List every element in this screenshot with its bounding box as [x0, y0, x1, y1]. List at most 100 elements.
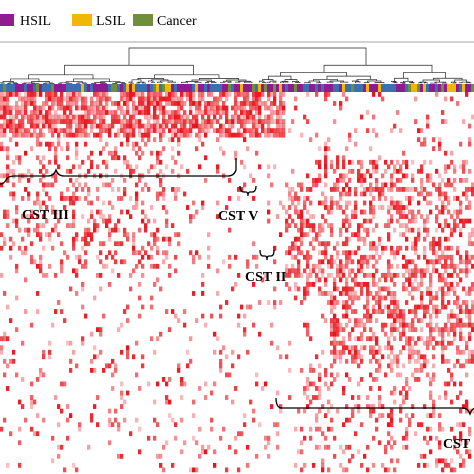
sample-bar-cell: [171, 84, 175, 92]
heatmap-cell: [303, 200, 307, 206]
heatmap-cell: [90, 331, 94, 337]
heatmap-cell: [321, 467, 325, 473]
heatmap-cell: [285, 209, 289, 215]
heatmap-cell: [384, 467, 388, 473]
heatmap-cell: [429, 313, 433, 319]
heatmap-cell: [306, 254, 310, 260]
heatmap-cell: [225, 467, 229, 473]
heatmap-cell: [69, 196, 73, 201]
heatmap-cell: [210, 313, 214, 319]
heatmap-cell: [444, 168, 448, 174]
heatmap-cell: [399, 322, 403, 328]
heatmap-cell: [51, 105, 55, 111]
heatmap-cell: [306, 196, 310, 201]
heatmap-cell: [228, 372, 232, 378]
heatmap-cell: [15, 218, 19, 224]
heatmap-cell: [381, 191, 385, 197]
heatmap-cell: [390, 408, 394, 414]
heatmap-cell: [444, 164, 448, 170]
heatmap-cell: [339, 462, 343, 468]
heatmap-cell: [219, 358, 223, 364]
heatmap-cell: [39, 159, 43, 165]
heatmap-cell: [114, 367, 118, 373]
heatmap-cell: [444, 196, 448, 201]
heatmap-cell: [39, 268, 43, 274]
heatmap-cell: [156, 119, 160, 124]
heatmap-cell: [297, 408, 301, 414]
heatmap-cell: [18, 227, 22, 233]
heatmap-cell: [465, 92, 469, 97]
heatmap-cell: [327, 205, 331, 210]
heatmap-cell: [201, 110, 205, 115]
heatmap-cell: [357, 245, 361, 251]
heatmap-cell: [462, 159, 466, 165]
heatmap-cell: [390, 295, 394, 301]
heatmap-cell: [132, 250, 136, 256]
heatmap-cell: [237, 431, 241, 437]
heatmap-cell: [192, 101, 196, 106]
heatmap-cell: [357, 177, 361, 183]
heatmap-cell: [126, 96, 130, 102]
heatmap-cell: [15, 92, 19, 97]
heatmap-cell: [315, 232, 319, 238]
heatmap-cell: [219, 435, 223, 441]
heatmap-cell: [237, 101, 241, 106]
heatmap-cell: [276, 119, 280, 124]
heatmap-cell: [324, 200, 328, 206]
heatmap-cell: [270, 132, 274, 138]
heatmap-cell: [93, 92, 97, 97]
heatmap-cell: [255, 123, 259, 129]
heatmap-cell: [426, 322, 430, 328]
heatmap-cell: [258, 114, 262, 120]
heatmap-cell: [87, 218, 91, 224]
heatmap-cell: [447, 245, 451, 251]
dendrogram-branch: [295, 82, 301, 83]
sample-bar-cell: [201, 84, 205, 92]
heatmap-cell: [408, 268, 412, 274]
heatmap-cell: [438, 413, 442, 419]
heatmap-cell: [339, 291, 343, 296]
heatmap-cell: [192, 96, 196, 102]
heatmap-cell: [384, 182, 388, 188]
heatmap-cell: [342, 327, 346, 333]
heatmap-cell: [225, 96, 229, 102]
heatmap-cell: [411, 295, 415, 301]
heatmap-cell: [36, 232, 40, 238]
heatmap-cell: [87, 168, 91, 174]
dendrogram-branch: [280, 81, 284, 84]
heatmap-cell: [414, 119, 418, 124]
heatmap-cell: [402, 395, 406, 400]
heatmap-cell: [294, 426, 298, 432]
heatmap-cell: [138, 313, 142, 319]
heatmap-cell: [429, 327, 433, 333]
heatmap-cell: [306, 173, 310, 179]
heatmap-cell: [420, 272, 424, 278]
heatmap-cell: [390, 444, 394, 450]
heatmap-cell: [105, 110, 109, 115]
heatmap-cell: [162, 187, 166, 192]
heatmap-cell: [447, 340, 451, 346]
heatmap-cell: [363, 322, 367, 328]
heatmap-cell: [201, 282, 205, 287]
heatmap-cell: [345, 182, 349, 188]
heatmap-cell: [342, 92, 346, 97]
dendrogram-branch: [451, 81, 457, 83]
heatmap-cell: [90, 358, 94, 364]
heatmap-cell: [3, 105, 7, 111]
heatmap-cell: [294, 205, 298, 210]
heatmap-cell: [291, 187, 295, 192]
heatmap-cell: [432, 236, 436, 242]
heatmap-cell: [387, 209, 391, 215]
heatmap-cell: [12, 349, 16, 355]
heatmap-cell: [195, 110, 199, 115]
heatmap-cell: [324, 205, 328, 210]
heatmap-cell: [312, 367, 316, 373]
heatmap-cell: [147, 168, 151, 174]
heatmap-cell: [456, 395, 460, 400]
heatmap-cell: [423, 309, 427, 314]
heatmap-cell: [402, 309, 406, 314]
heatmap-cell: [396, 372, 400, 378]
heatmap-cell: [69, 223, 73, 229]
sample-type-bar: [0, 84, 474, 92]
heatmap-cell: [336, 408, 340, 414]
